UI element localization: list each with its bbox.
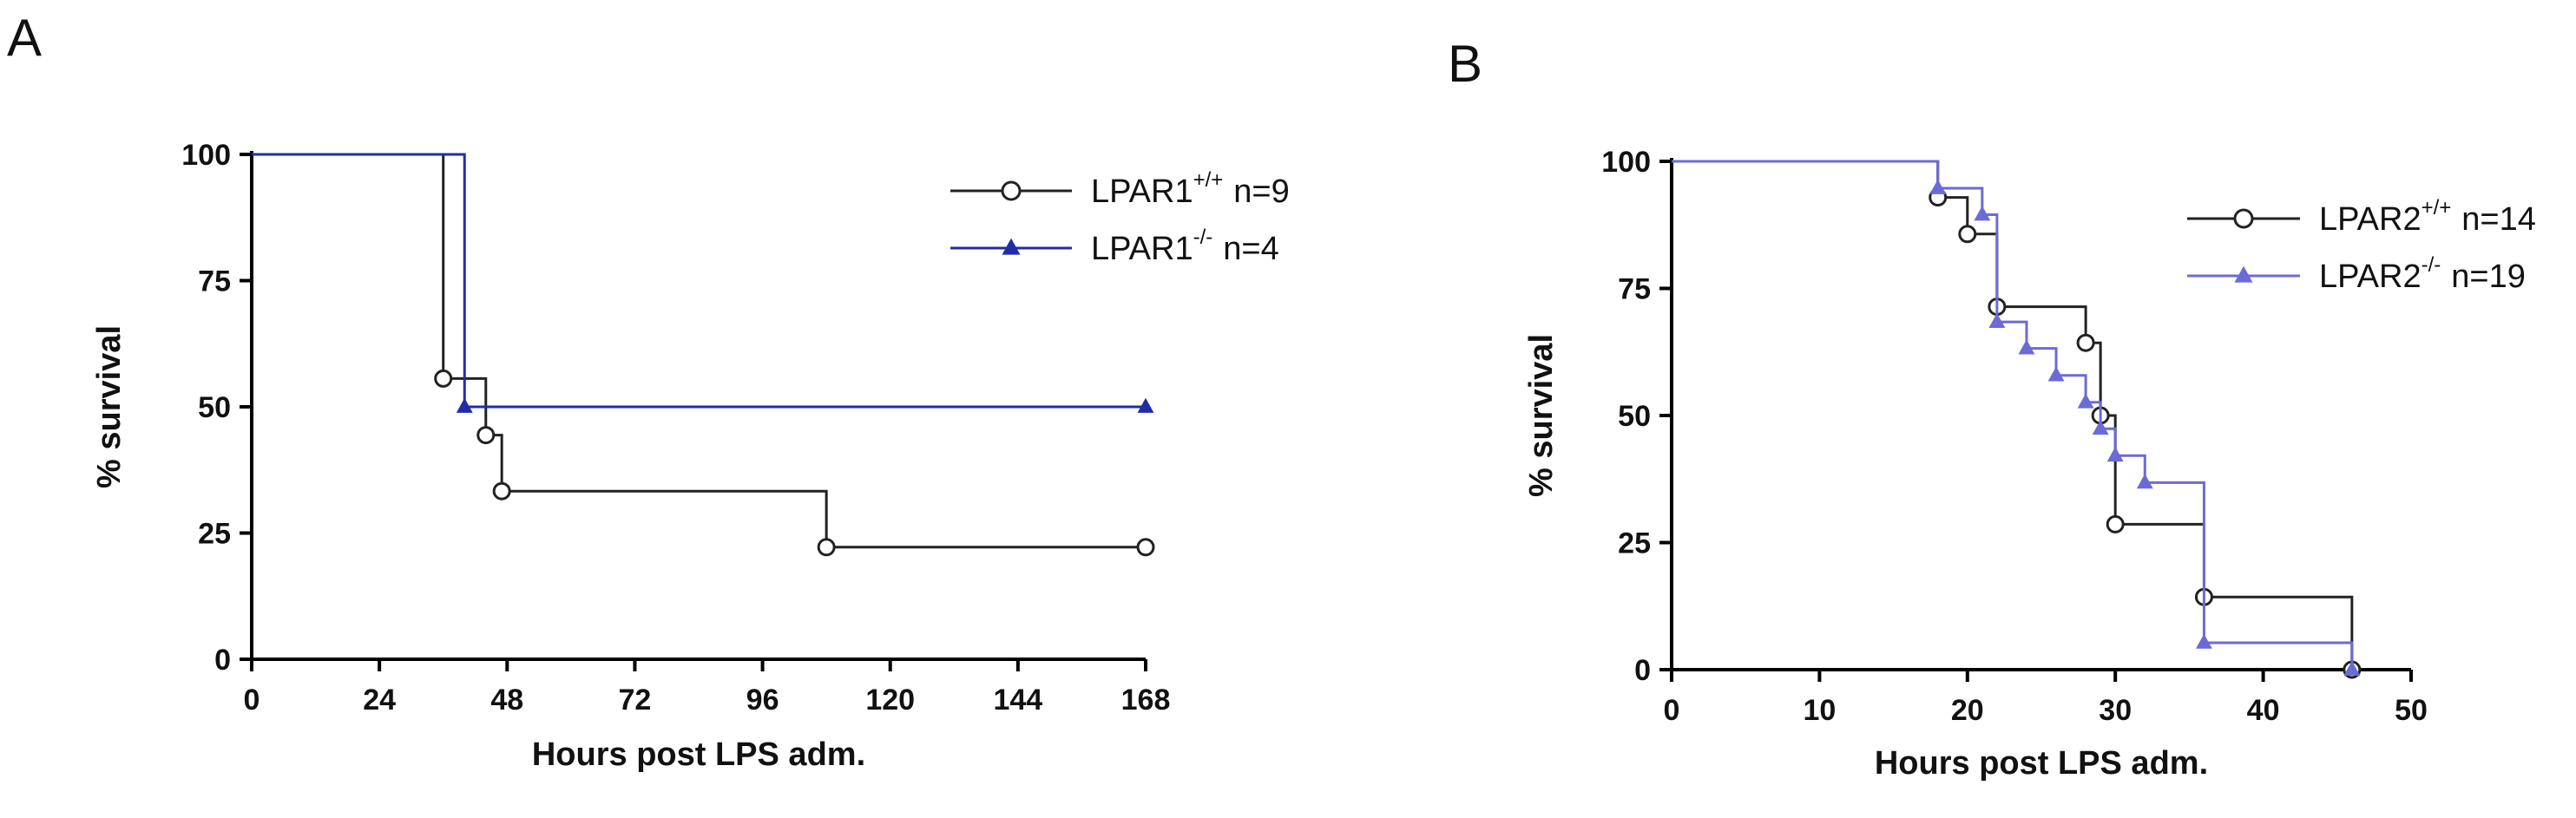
x-tick-label: 0 [244,684,260,717]
censor-marker [1958,225,1977,244]
x-tick-label: 20 [1951,694,1984,727]
panel-b: B 0 10 20 30 40 50 0 25 50 75 100 Hours post LPS ad… [1448,35,2536,782]
x-tick-label: 120 [865,684,915,717]
censor-marker [2106,514,2125,533]
legend-n: n=4 [1223,231,1278,267]
series-lpar1-ko [252,153,1154,413]
legend-name: LPAR1 [1091,231,1193,267]
censor-marker [2106,447,2124,462]
y-tick-label: 50 [198,391,231,424]
censor-marker [2136,474,2153,489]
panel-letter-b: B [1448,35,1482,93]
censor-marker [2092,419,2109,435]
censor-marker [476,426,496,445]
y-axis-title: % survival [91,325,128,488]
y-tick-label: 25 [1618,527,1651,560]
legend-entry: LPAR1+/+ n=9 [950,168,1290,210]
censor-marker [1136,538,1155,557]
x-axis-title: Hours post LPS adm. [532,736,865,773]
x-tick-label: 50 [2395,694,2428,727]
x-tick-label: 72 [619,684,652,717]
x-tick-label: 96 [746,684,779,717]
series-lpar2-ko [1672,160,2361,676]
series-lpar1-wt [252,153,1155,557]
legend-genotype: -/- [1193,226,1213,249]
y-tick-label: 0 [214,644,231,677]
legend-genotype: -/- [2422,253,2441,277]
y-tick-label: 100 [1601,146,1651,179]
censor-marker [2195,633,2212,649]
censor-marker [2076,333,2095,352]
legend-label: LPAR2-/- n=19 [2319,253,2526,295]
censor-marker [1137,397,1154,413]
censor-marker [2077,393,2094,409]
legend-marker [1001,180,1022,201]
censor-marker [434,369,453,388]
survival-step-line [1672,160,2354,670]
legend-entry: LPAR1-/- n=4 [950,226,1279,267]
censor-marker [1974,206,1991,221]
y-tick-label: 100 [181,139,231,172]
legend-n: n=9 [1233,173,1289,210]
x-tick-label: 144 [993,684,1042,717]
legend-entry: LPAR2-/- n=19 [2187,253,2526,295]
legend-marker [1002,238,1021,255]
legend-n: n=14 [2461,201,2536,238]
legend-label: LPAR1-/- n=4 [1091,226,1279,267]
series-lpar2-wt [1672,160,2362,679]
survival-step-line [252,153,1146,549]
legend-entry: LPAR2+/+ n=14 [2187,196,2536,238]
x-axis-title: Hours post LPS adm. [1875,745,2208,782]
legend-genotype: +/+ [1193,168,1224,192]
panel-a: A 0 24 48 72 96 120 144 168 0 25 50 75 100 Hours post… [7,9,1290,773]
legend-n: n=19 [2451,258,2526,295]
censor-marker [2343,660,2361,676]
x-tick-label: 24 [363,684,396,717]
legend-marker [2234,265,2253,283]
survival-step-line [252,153,1146,409]
y-axis-title: % survival [1523,334,1560,497]
censor-marker [492,481,511,501]
y-tick-label: 50 [1618,400,1651,433]
legend-marker [2233,208,2254,229]
y-tick-label: 0 [1634,654,1651,687]
censor-marker [817,538,836,557]
legend-label: LPAR2+/+ n=14 [2319,196,2536,238]
censor-marker [456,397,473,413]
x-tick-label: 30 [2099,694,2132,727]
y-tick-label: 25 [198,518,231,551]
x-tick-label: 168 [1121,684,1171,717]
legend-label: LPAR1+/+ n=9 [1091,168,1290,210]
panel-letter-a: A [7,9,42,67]
survival-step-line [1672,160,2354,670]
x-tick-label: 48 [490,684,523,717]
y-tick-label: 75 [198,265,231,298]
x-tick-label: 40 [2247,694,2280,727]
legend-name: LPAR1 [1091,173,1193,210]
y-tick-label: 75 [1618,273,1651,306]
censor-marker [1988,312,2006,329]
legend-name: LPAR2 [2319,201,2422,238]
x-tick-label: 0 [1664,694,1680,727]
censor-marker [1929,179,1947,194]
censor-marker [2018,339,2035,355]
legend-genotype: +/+ [2422,196,2452,219]
censor-marker [2047,366,2065,382]
legend-name: LPAR2 [2319,258,2422,295]
x-tick-label: 10 [1803,694,1836,727]
